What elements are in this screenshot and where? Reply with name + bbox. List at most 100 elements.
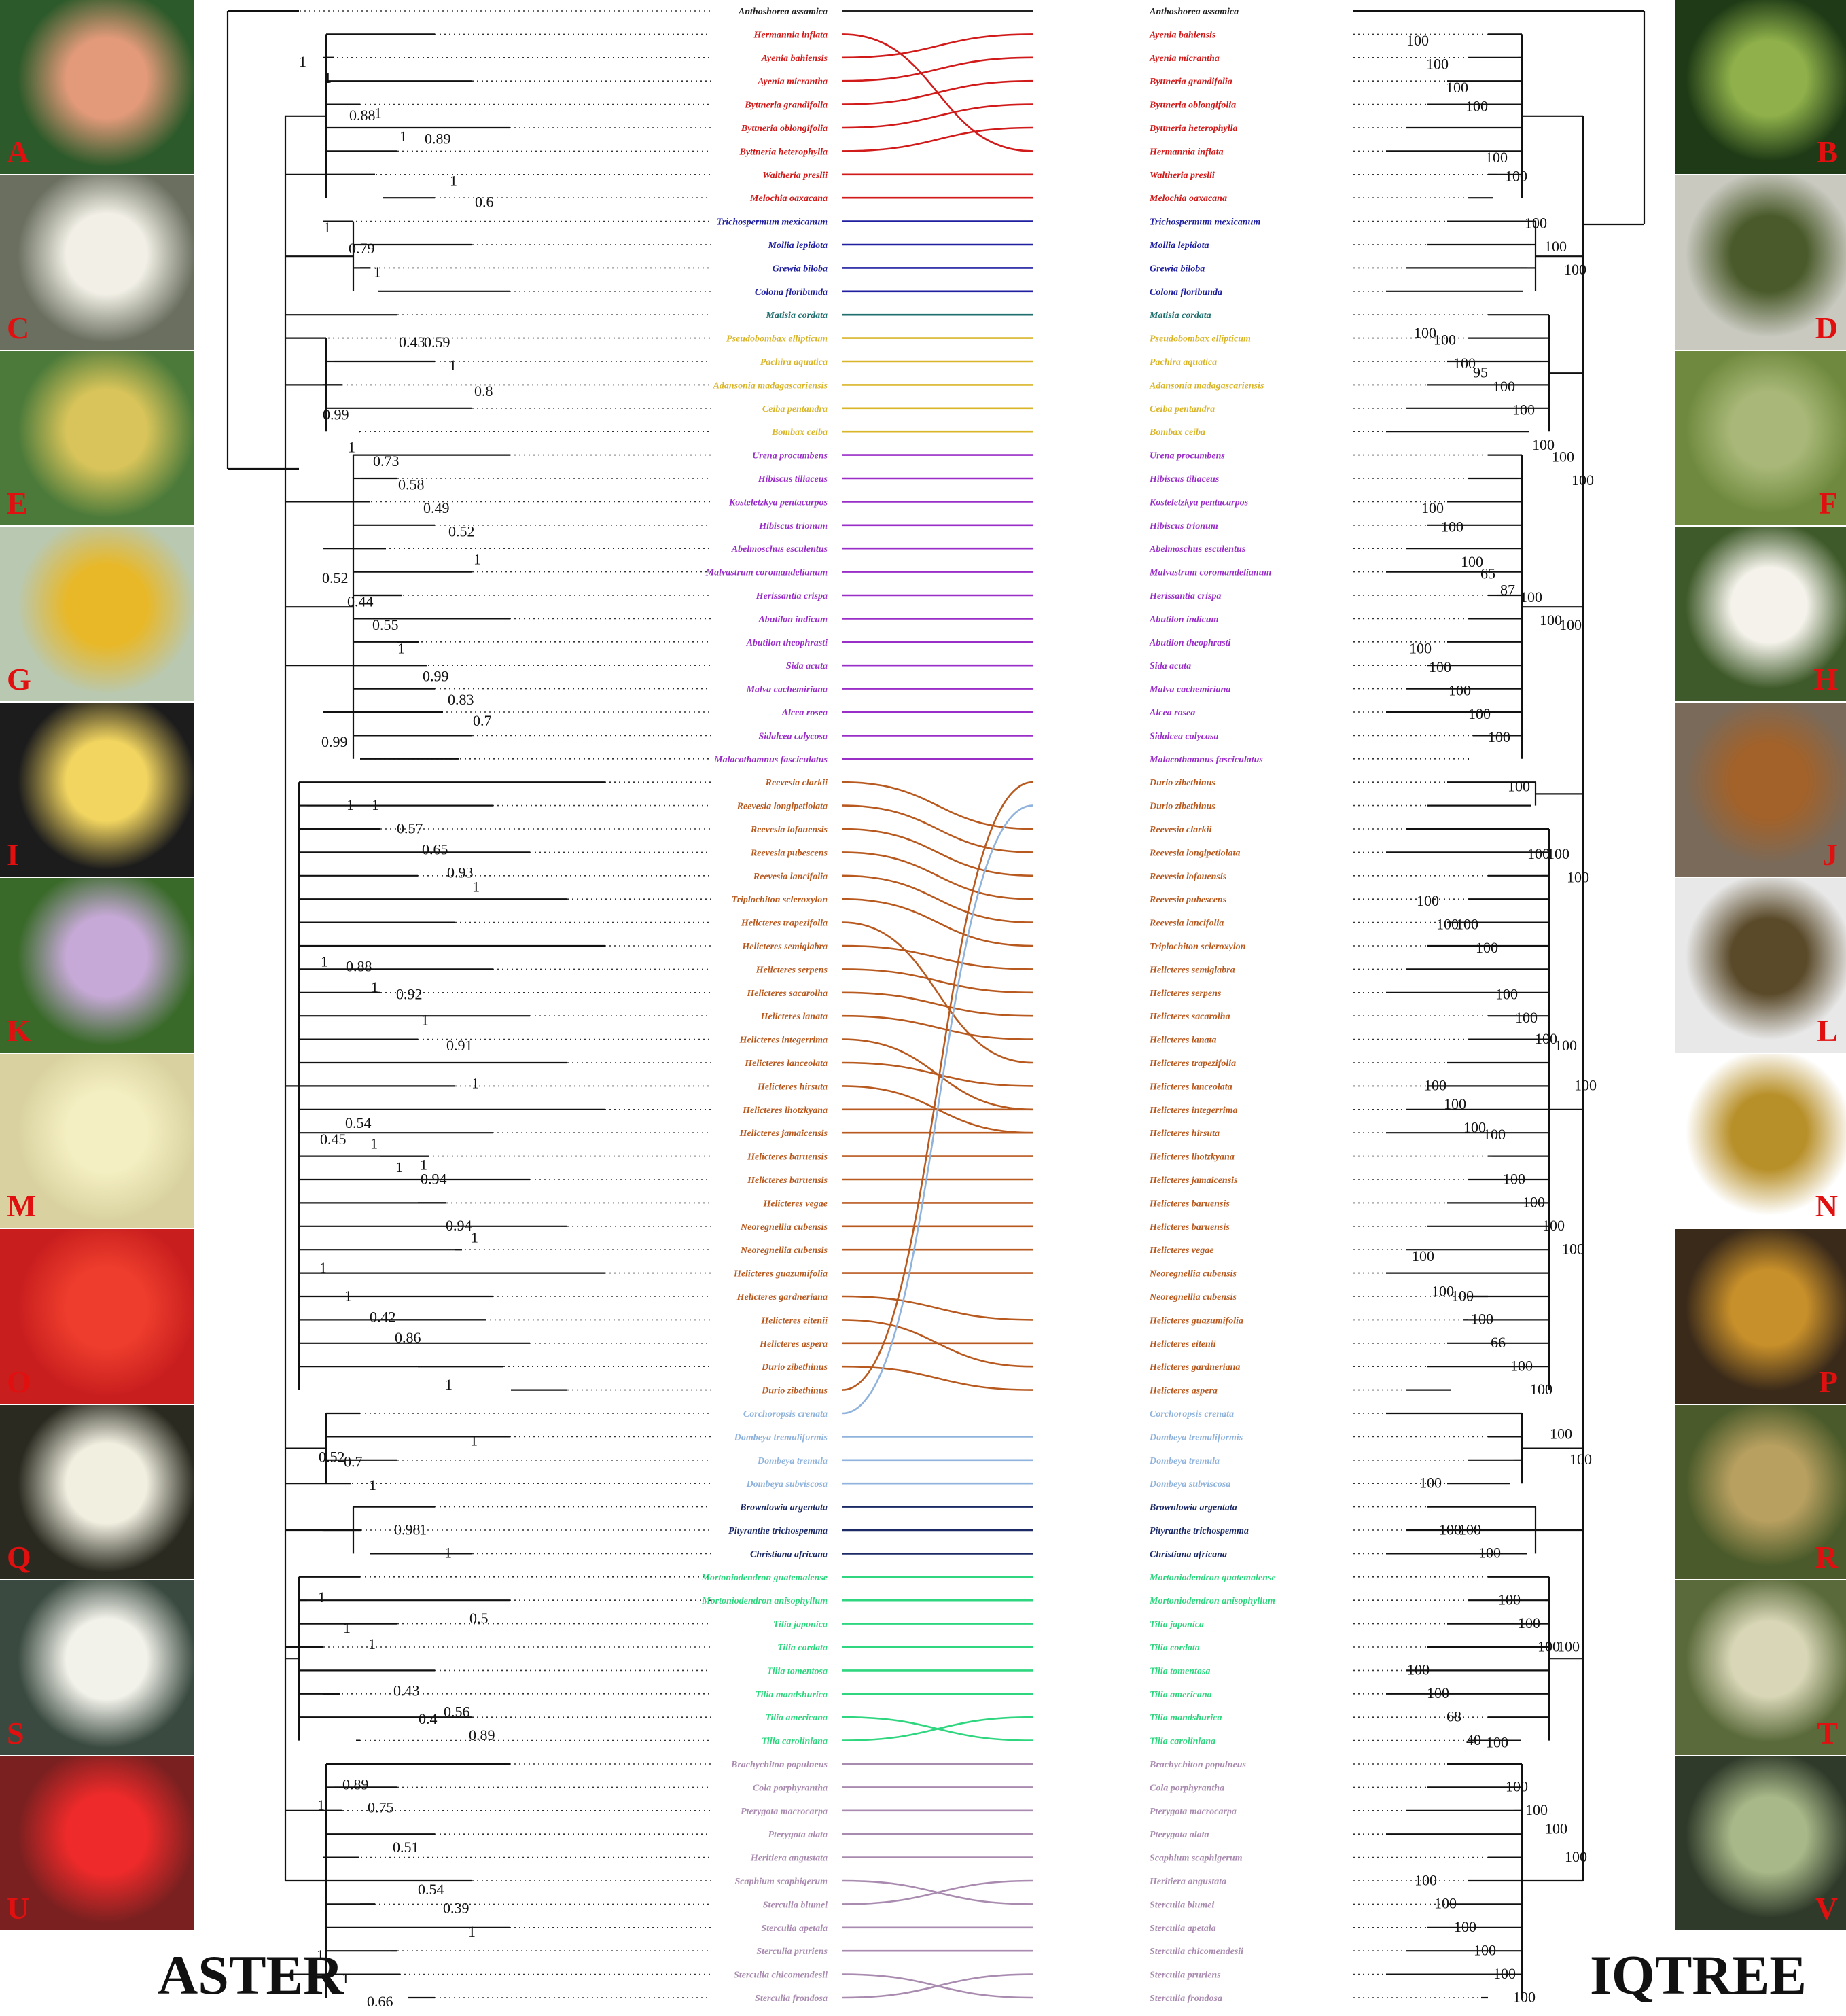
iqtree-support-value: 100 xyxy=(1535,1030,1557,1047)
iqtree-taxon-label: Trichospermum mexicanum xyxy=(1150,217,1260,228)
iqtree-taxon-label: Matisia cordata xyxy=(1149,311,1211,321)
aster-taxon-label: Anthoshorea assamica xyxy=(738,7,828,17)
iqtree-taxon-label: Brachychiton populneus xyxy=(1149,1760,1247,1770)
iqtree-taxon-label: Helicteres serpens xyxy=(1149,989,1222,999)
aster-support-value: 0.79 xyxy=(349,240,375,257)
aster-taxon-label: Sida acuta xyxy=(786,661,828,671)
iqtree-support-value: 100 xyxy=(1451,1287,1474,1304)
iqtree-support-value: 100 xyxy=(1409,639,1432,656)
aster-support-value: 1 xyxy=(317,1946,324,1963)
iqtree-taxon-label: Christiana africana xyxy=(1150,1549,1227,1559)
iqtree-support-values: 100 100 100 100 100 100 100 100 100 100 100 100 95 10… xyxy=(1406,32,1597,2005)
aster-taxon-label: Ayenia micrantha xyxy=(757,77,828,87)
iqtree-taxon-label: Sterculia blumei xyxy=(1150,1900,1214,1910)
aster-support-value: 1 xyxy=(400,128,407,145)
iqtree-support-value: 100 xyxy=(1414,324,1436,341)
aster-taxon-label: Reevesia longipetiolata xyxy=(736,802,828,812)
iqtree-taxon-label: Abutilon theophrasti xyxy=(1149,638,1231,648)
iqtree-taxon-label: Anthoshorea assamica xyxy=(1149,7,1239,17)
aster-support-value: 0.57 xyxy=(397,819,423,836)
aster-taxon-label: Mortoniodendron guatemalense xyxy=(700,1573,828,1583)
iqtree-taxon-label: Reevesia longipetiolata xyxy=(1149,848,1240,858)
aster-support-value: 0.45 xyxy=(320,1131,347,1148)
aster-taxon-label: Helicteres eitenii xyxy=(760,1315,828,1326)
iqtree-support-value: 100 xyxy=(1441,518,1463,535)
aster-taxon-label: Byttneria heterophylla xyxy=(739,147,828,157)
aster-taxon-label: Helicteres jamaicensis xyxy=(739,1129,828,1139)
iqtree-taxon-label: Tilia cordata xyxy=(1150,1643,1200,1653)
aster-taxon-label: Matisia cordata xyxy=(765,311,828,321)
left-method-label: ASTER xyxy=(158,1944,344,2006)
iqtree-support-value: 100 xyxy=(1574,1077,1597,1094)
aster-taxon-label: Bombax ceiba xyxy=(771,427,828,438)
aster-support-value: 0.66 xyxy=(367,1993,393,2010)
photo-panel-label: U xyxy=(7,1890,30,1926)
iqtree-taxon-label: Sida acuta xyxy=(1150,661,1191,671)
aster-support-value: 1 xyxy=(348,439,355,456)
photo-panel-label: I xyxy=(7,837,19,872)
iqtree-support-value: 100 xyxy=(1569,1451,1592,1468)
aster-taxon-labels: Anthoshorea assamica Hermannia inflata Aye… xyxy=(700,7,828,2004)
iqtree-taxon-label: Byttneria heterophylla xyxy=(1149,124,1238,134)
iqtree-taxon-label: Dombeya tremuliformis xyxy=(1149,1432,1243,1443)
aster-support-value: 0.83 xyxy=(448,691,474,708)
taxon-connector-line xyxy=(842,1061,1033,1087)
iqtree-support-value: 100 xyxy=(1427,1684,1449,1701)
iqtree-taxon-label: Reevesia lofouensis xyxy=(1149,872,1227,882)
aster-taxon-label: Byttneria oblongifolia xyxy=(741,124,828,134)
photo-panel-h: H xyxy=(1675,527,1846,701)
taxon-connector-line xyxy=(842,79,1033,105)
photo-panel-r: R xyxy=(1675,1404,1846,1580)
taxon-connector-line xyxy=(842,944,1033,970)
iqtree-support-value: 100 xyxy=(1471,1311,1493,1328)
iqtree-support-value: 100 xyxy=(1542,1217,1565,1234)
taxon-connector-line xyxy=(842,921,1033,1064)
aster-taxon-label: Sterculia apetala xyxy=(761,1924,828,1934)
iqtree-taxon-label: Sterculia pruriens xyxy=(1150,1970,1221,1981)
iqtree-taxon-label: Helicteres lhotzkyana xyxy=(1149,1152,1235,1163)
photo-panel-label: F xyxy=(1818,486,1838,521)
aster-support-value: 1 xyxy=(420,1156,427,1173)
iqtree-support-value: 100 xyxy=(1474,1942,1496,1959)
iqtree-support-value: 100 xyxy=(1488,728,1510,745)
iqtree-support-value: 100 xyxy=(1547,845,1569,862)
iqtree-taxon-label: Hibiscus tiliaceus xyxy=(1149,474,1220,484)
iqtree-taxon-label: Helicteres lanata xyxy=(1149,1036,1216,1046)
iqtree-tree xyxy=(1353,10,1646,1999)
photo-panel-label: R xyxy=(1815,1540,1838,1575)
right-method-label: IQTREE xyxy=(1590,1944,1807,2006)
taxon-connector-line xyxy=(842,781,1033,830)
aster-support-value: 0.94 xyxy=(421,1170,447,1187)
iqtree-taxon-label: Ayenia micrantha xyxy=(1149,54,1220,64)
iqtree-taxon-label: Colona floribunda xyxy=(1150,287,1222,298)
iqtree-taxon-label: Helicteres baruensis xyxy=(1149,1222,1230,1233)
iqtree-taxon-label: Reevesia clarkii xyxy=(1149,825,1211,835)
iqtree-support-value: 100 xyxy=(1453,355,1476,372)
aster-taxon-label: Pterygota alata xyxy=(768,1830,828,1840)
aster-support-value: 0.58 xyxy=(398,476,425,493)
aster-support-value: 0.92 xyxy=(396,986,423,1003)
iqtree-support-value: 100 xyxy=(1540,612,1562,629)
aster-support-value: 1 xyxy=(395,1159,403,1175)
aster-taxon-label: Sterculia blumei xyxy=(763,1900,828,1910)
iqtree-support-value: 100 xyxy=(1513,1988,1536,2005)
photo-panel-i: I xyxy=(0,702,194,877)
aster-support-value: 0.91 xyxy=(446,1037,473,1054)
aster-taxon-label: Abutilon theophrasti xyxy=(746,638,828,648)
aster-support-value: 1 xyxy=(318,1589,325,1606)
iqtree-taxon-label: Helicteres integerrima xyxy=(1149,1106,1237,1116)
iqtree-taxon-label: Herissantia crispa xyxy=(1149,591,1221,601)
taxon-connector-line xyxy=(842,1365,1033,1391)
aster-support-value: 1 xyxy=(419,1521,427,1538)
aster-taxon-label: Helicteres vegae xyxy=(763,1199,828,1209)
iqtree-taxon-label: Melochia oaxacana xyxy=(1149,194,1227,204)
aster-taxon-label: Helicteres lanata xyxy=(760,1012,828,1022)
aster-support-value: 0.54 xyxy=(345,1114,372,1131)
aster-support-value: 0.88 xyxy=(346,957,372,974)
photo-panel-label: A xyxy=(7,135,30,170)
iqtree-taxon-label: Tilia tomentosa xyxy=(1150,1666,1210,1676)
iqtree-taxon-label: Corchoropsis crenata xyxy=(1150,1409,1234,1419)
iqtree-support-value: 100 xyxy=(1532,436,1555,453)
iqtree-taxon-label: Pterygota macrocarpa xyxy=(1150,1807,1237,1817)
